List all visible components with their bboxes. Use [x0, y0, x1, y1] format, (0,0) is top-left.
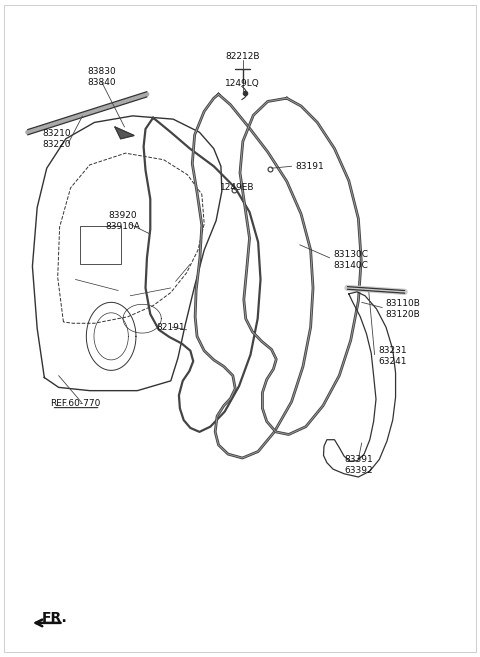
- Text: 83130C
83140C: 83130C 83140C: [333, 250, 368, 270]
- Text: 83830
83840: 83830 83840: [87, 66, 116, 87]
- Text: 83920
83910A: 83920 83910A: [106, 210, 141, 231]
- Text: 1249EB: 1249EB: [220, 183, 255, 192]
- Text: 83210
83220: 83210 83220: [42, 129, 71, 149]
- Text: FR.: FR.: [42, 610, 68, 625]
- Text: 83231
63241: 83231 63241: [378, 346, 407, 366]
- Text: 82212B: 82212B: [225, 53, 260, 62]
- Text: 83391
63392: 83391 63392: [344, 455, 373, 474]
- Text: 83191: 83191: [295, 162, 324, 171]
- Text: REF.60-770: REF.60-770: [50, 399, 100, 408]
- Text: 82191: 82191: [156, 323, 185, 332]
- Text: 83110B
83120B: 83110B 83120B: [385, 299, 420, 319]
- Text: 1249LQ: 1249LQ: [225, 79, 260, 87]
- Polygon shape: [115, 127, 134, 139]
